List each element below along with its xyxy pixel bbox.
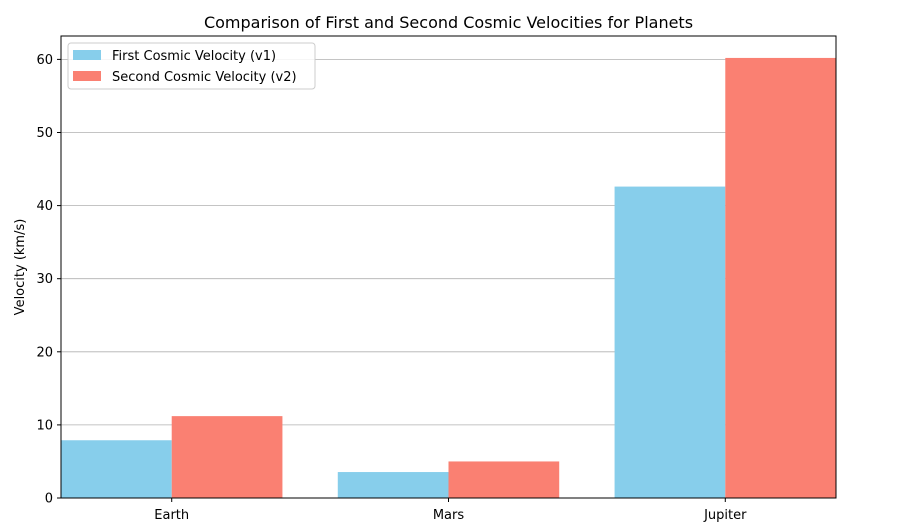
bar-v1 (61, 440, 172, 498)
x-tick-label: Mars (433, 508, 465, 523)
x-tick-label: Jupiter (703, 508, 747, 523)
bar-v1 (337, 472, 449, 498)
y-tick-label: 10 (36, 418, 53, 433)
bar-v2 (448, 461, 560, 498)
bar-v1 (614, 186, 726, 498)
bar-v2 (171, 416, 283, 498)
legend-label: Second Cosmic Velocity (v2) (112, 70, 297, 85)
y-axis-ticks: 0 10 20 30 40 50 60 (36, 53, 61, 507)
legend-swatch (73, 71, 101, 81)
y-axis-label: Velocity (km/s) (13, 219, 28, 316)
bar-v2 (725, 57, 836, 498)
bars (61, 57, 836, 498)
legend-swatch (73, 50, 101, 60)
y-tick-label: 20 (36, 345, 53, 360)
x-tick-label: Earth (154, 508, 189, 523)
y-tick-label: 30 (36, 272, 53, 287)
y-tick-label: 60 (36, 53, 53, 68)
y-tick-label: 0 (45, 492, 53, 507)
y-tick-label: 50 (36, 126, 53, 141)
x-axis-ticks: Earth Mars Jupiter (154, 498, 747, 523)
legend: First Cosmic Velocity (v1) Second Cosmic … (67, 42, 316, 90)
legend-label: First Cosmic Velocity (v1) (112, 49, 276, 64)
y-tick-label: 40 (36, 199, 53, 214)
legend-frame (67, 42, 316, 90)
chart-title: Comparison of First and Second Cosmic Ve… (204, 13, 693, 32)
